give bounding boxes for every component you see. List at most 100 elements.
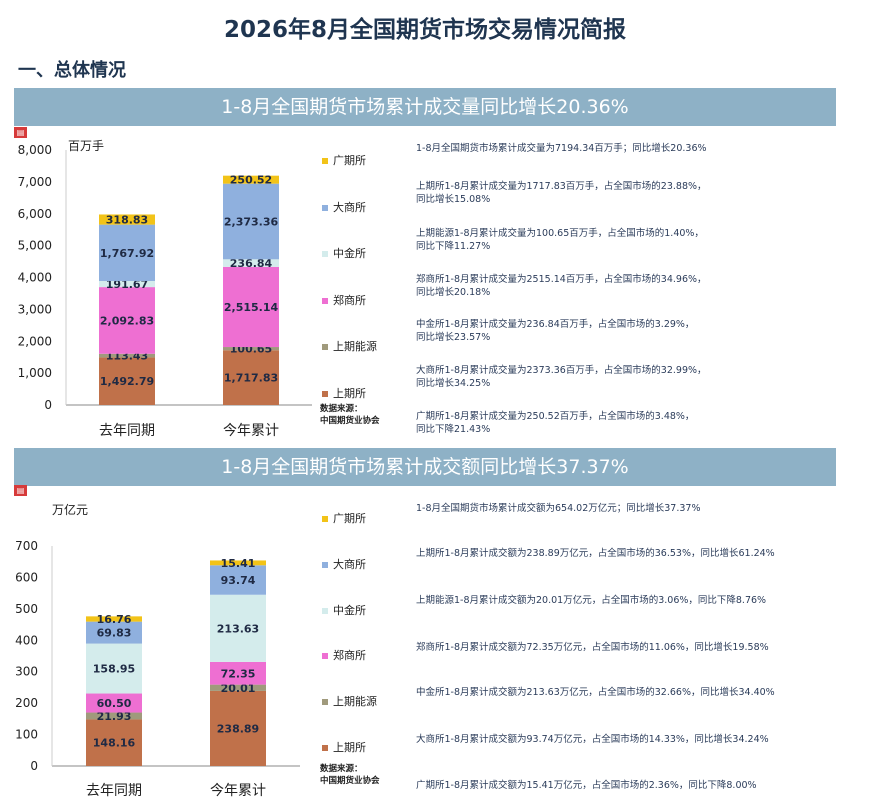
pdf-icon: ▤ <box>14 485 27 496</box>
summary-note: 郑商所1-8月累计成交额为72.35万亿元，占全国市场的11.06%，同比增长1… <box>416 641 769 654</box>
data-label: 15.41 <box>221 557 256 570</box>
source-line: 数据来源： <box>320 404 363 414</box>
y-tick-label: 600 <box>15 570 38 584</box>
legend-swatch <box>322 699 328 706</box>
legend-swatch <box>322 653 328 660</box>
bar-segment <box>223 266 279 348</box>
summary-note-line: 同比增长20.18% <box>416 287 491 298</box>
y-tick-label: 5,000 <box>18 239 52 253</box>
legend-label: 中金所 <box>333 247 366 260</box>
summary-note-line: 1-8月全国期货市场累计成交额为654.02万亿元；同比增长37.37% <box>416 503 701 514</box>
bar-segment <box>86 616 142 622</box>
legend-item: 上期能源 <box>322 338 377 354</box>
legend-label: 上期所 <box>333 386 366 400</box>
y-tick-label: 1,000 <box>18 366 52 380</box>
page-title: 2026年8月全国期货市场交易情况简报 <box>223 17 627 43</box>
bar-segment <box>223 347 279 351</box>
legend-item: 上期能源 <box>322 693 377 709</box>
source-line: 数据来源： <box>320 764 363 774</box>
source-line: 中国期货业协会 <box>320 776 380 786</box>
x-tick-label: 去年同期 <box>99 423 155 439</box>
bar-segment <box>86 643 142 694</box>
legend-swatch <box>322 158 328 164</box>
summary-note-line: 郑商所1-8月累计成交额为72.35万亿元，占全国市场的11.06%，同比增长1… <box>416 642 769 653</box>
summary-note-line: 同比增长15.08% <box>416 194 491 205</box>
bar-segment <box>210 690 266 766</box>
y-tick-label: 200 <box>15 696 38 710</box>
bar-segment <box>86 719 142 766</box>
legend-label: 大商所 <box>333 557 366 571</box>
bar-segment <box>86 693 142 713</box>
y-tick-label: 500 <box>15 602 38 616</box>
volume-unit-label: 百万手 <box>68 139 105 153</box>
legend-swatch <box>322 607 328 614</box>
legend-label: 大商所 <box>333 200 366 214</box>
summary-note: 广期所1-8月累计成交额为15.41万亿元，占全国市场的2.36%，同比下降8.… <box>416 779 757 792</box>
summary-note-line: 上期所1-8月累计成交量为1717.83百万手，占全国市场的23.88%， <box>416 181 707 192</box>
summary-note-line: 中金所1-8月累计成交量为236.84百万手，占全国市场的3.29%， <box>416 319 695 330</box>
data-label: 1,767.92 <box>100 247 154 260</box>
y-tick-label: 700 <box>15 539 38 553</box>
x-tick-label: 今年累计 <box>223 423 279 439</box>
legend-swatch <box>322 251 328 257</box>
volume-data-source: 数据来源： 中国期货业协会 <box>320 403 380 427</box>
summary-note-line: 上期能源1-8月累计成交量为100.65百万手，占全国市场的1.40%， <box>416 228 704 239</box>
summary-note: 上期所1-8月累计成交额为238.89万亿元，占全国市场的36.53%，同比增长… <box>416 547 775 560</box>
legend-swatch <box>322 561 328 568</box>
data-label: 191.67 <box>106 278 148 291</box>
legend-label: 郑商所 <box>333 649 366 663</box>
summary-note-line: 同比增长23.57% <box>416 332 491 343</box>
bar-segment <box>99 287 155 354</box>
y-tick-label: 2,000 <box>18 334 52 348</box>
legend-item: 广期所 <box>322 152 366 168</box>
data-label: 236.84 <box>230 257 273 270</box>
data-label: 20.01 <box>221 682 256 695</box>
bar-segment <box>210 661 266 685</box>
bar-segment <box>223 183 279 260</box>
data-label: 16.76 <box>97 613 132 626</box>
y-tick-label: 300 <box>15 665 38 679</box>
bar-segment <box>99 214 155 225</box>
summary-note-line: 同比下降11.27% <box>416 241 491 252</box>
summary-note: 大商所1-8月累计成交额为93.74万亿元，占全国市场的14.33%，同比增长3… <box>416 733 769 746</box>
y-tick-label: 400 <box>15 633 38 647</box>
legend-item: 中金所 <box>322 245 366 261</box>
summary-note: 1-8月全国期货市场累计成交额为654.02万亿元；同比增长37.37% <box>416 502 700 515</box>
bar-segment <box>86 712 142 720</box>
bar-segment <box>223 350 279 405</box>
bar-segment <box>210 594 266 662</box>
summary-note-line: 郑商所1-8月累计成交量为2515.14百万手，占全国市场的34.96%， <box>416 274 707 285</box>
legend-swatch <box>322 390 328 397</box>
legend-label: 郑商所 <box>333 293 366 307</box>
data-label: 21.93 <box>97 710 132 723</box>
data-label: 1,717.83 <box>224 372 278 385</box>
bar-segment <box>223 259 279 267</box>
summary-note-line: 大商所1-8月累计成交量为2373.36百万手，占全国市场的32.99%， <box>416 365 707 376</box>
summary-note: 广期所1-8月累计成交量为250.52百万手，占全国市场的3.48%， 同比下降2… <box>416 410 694 436</box>
x-tick-label: 去年同期 <box>86 783 142 799</box>
bar-segment <box>86 621 142 644</box>
legend-swatch <box>322 344 328 350</box>
bar-segment <box>99 224 155 281</box>
data-label: 1,492.79 <box>100 375 154 388</box>
legend-swatch <box>322 204 328 211</box>
turnover-banner: 1-8月全国期货市场累计成交额同比增长37.37% <box>14 448 836 486</box>
summary-note-line: 上期能源1-8月累计成交额为20.01万亿元，占全国市场的3.06%，同比下降8… <box>416 595 767 606</box>
x-tick-label: 今年累计 <box>210 783 266 799</box>
bar-segment <box>99 280 155 288</box>
legend-label: 上期能源 <box>333 695 377 709</box>
bar-segment <box>210 560 266 566</box>
y-tick-label: 0 <box>30 759 38 773</box>
legend-item: 大商所 <box>322 199 366 215</box>
legend-item: 上期所 <box>322 739 366 755</box>
legend-label: 上期能源 <box>333 340 377 353</box>
pdf-icon: ▤ <box>14 127 27 138</box>
data-label: 158.95 <box>93 663 135 676</box>
data-label: 69.83 <box>97 627 132 640</box>
summary-note-line: 1-8月全国期货市场累计成交量为7194.34百万手；同比增长20.36% <box>416 143 707 154</box>
data-label: 2,092.83 <box>100 314 154 327</box>
summary-note-line: 广期所1-8月累计成交量为250.52百万手，占全国市场的3.48%， <box>416 411 695 422</box>
summary-note: 上期能源1-8月累计成交量为100.65百万手，占全国市场的1.40%， 同比下降… <box>416 227 704 253</box>
legend-item: 大商所 <box>322 556 366 572</box>
summary-note: 大商所1-8月累计成交量为2373.36百万手，占全国市场的32.99%， 同比增… <box>416 364 707 390</box>
